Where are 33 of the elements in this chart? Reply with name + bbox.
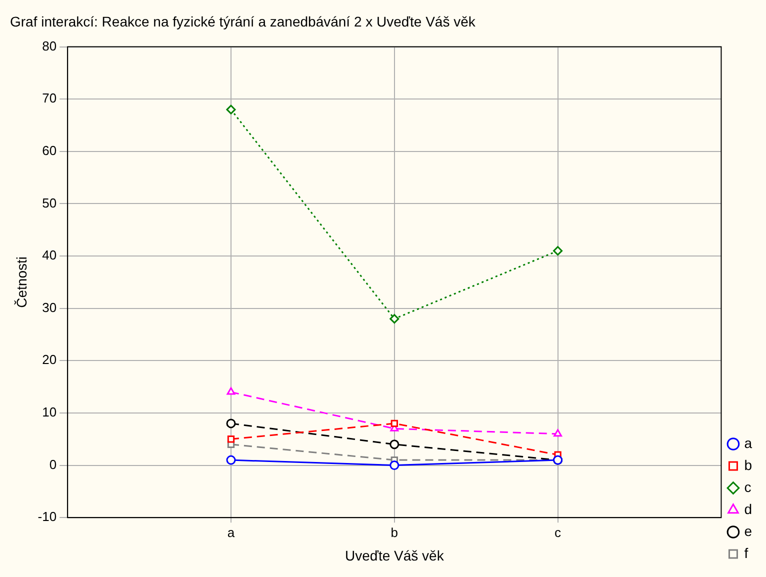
- point: [226, 418, 236, 428]
- point: [390, 460, 400, 470]
- point: [554, 429, 562, 437]
- legend-label: e: [744, 522, 752, 539]
- legend-label: b: [744, 456, 752, 473]
- point: [226, 387, 236, 395]
- y-tick-label: 50: [42, 195, 57, 210]
- point: [390, 420, 398, 428]
- y-tick-label: 60: [42, 143, 57, 158]
- point: [226, 104, 236, 114]
- legend-label: a: [744, 434, 752, 451]
- y-axis-title: Četnosti: [13, 256, 30, 308]
- y-tick-label: 80: [42, 38, 57, 54]
- x-tick-label: b: [390, 524, 398, 540]
- x-tick-label: a: [227, 524, 236, 540]
- y-tick-label: 30: [42, 300, 57, 315]
- y-tick-label: 0: [49, 456, 57, 472]
- legend-label: d: [744, 500, 752, 517]
- y-tick-label: 20: [42, 352, 57, 368]
- point: [390, 440, 400, 450]
- y-tick-label: 10: [42, 404, 57, 420]
- y-tick-label: 40: [42, 248, 57, 263]
- chart-title: Graf interakcí: Reakce na fyzické týrání a zanedbávání 2 x Uveďte Váš věk: [10, 13, 476, 30]
- legend-label: c: [744, 478, 752, 495]
- point: [553, 246, 563, 256]
- x-axis-title: Uveďte Váš věk: [344, 547, 445, 564]
- point: [227, 436, 235, 443]
- y-tick-label: -10: [38, 509, 57, 524]
- x-tick-label: c: [554, 524, 562, 540]
- y-tick-label: 70: [42, 90, 57, 106]
- point: [390, 314, 400, 324]
- legend-label: f: [744, 544, 748, 561]
- point: [226, 455, 236, 465]
